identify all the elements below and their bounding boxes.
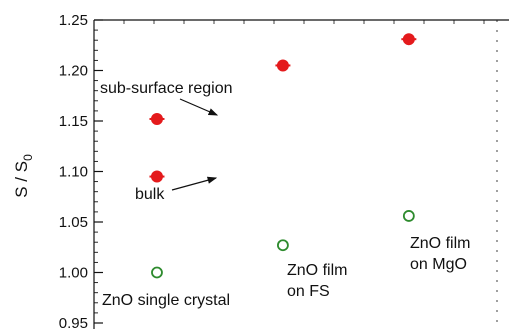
y-axis-label-subscript: 0 bbox=[21, 154, 35, 161]
annotation-sub-surface: sub-surface region bbox=[100, 80, 233, 97]
data-point-open bbox=[151, 266, 163, 279]
y-tick-label: 1.15 bbox=[59, 113, 88, 130]
y-tick-label: 1.25 bbox=[59, 12, 88, 29]
data-point-open bbox=[277, 239, 289, 252]
data-point-open bbox=[402, 210, 415, 222]
annotation-film-mgo-line1: ZnO film bbox=[410, 235, 470, 252]
data-points-group bbox=[149, 33, 417, 279]
y-tick-label: 1.00 bbox=[59, 265, 88, 282]
y-ticks-group: 0.95 1.00 1.05 1.10 1.15 1.20 1.25 bbox=[59, 12, 103, 332]
y-axis-label: S / S0 bbox=[12, 154, 35, 198]
y-tick-label: 0.95 bbox=[59, 315, 88, 329]
y-axis-label-main: S / S bbox=[12, 161, 31, 198]
y-tick-label: 1.20 bbox=[59, 63, 88, 80]
annotation-single-crystal: ZnO single crystal bbox=[102, 292, 230, 309]
arrow-bulk bbox=[171, 176, 218, 191]
top-ticks-group bbox=[123, 20, 485, 24]
y-minor-ticks-group bbox=[94, 29, 98, 314]
y-tick-label: 1.10 bbox=[59, 164, 88, 181]
y-tick-label: 1.05 bbox=[59, 214, 88, 231]
annotation-film-mgo-line2: on MgO bbox=[410, 256, 467, 273]
annotation-bulk: bulk bbox=[135, 186, 165, 203]
annotation-film-fs-line2: on FS bbox=[287, 283, 330, 300]
arrow-sub-surface bbox=[179, 98, 219, 116]
annotation-film-fs-line1: ZnO film bbox=[287, 262, 347, 279]
